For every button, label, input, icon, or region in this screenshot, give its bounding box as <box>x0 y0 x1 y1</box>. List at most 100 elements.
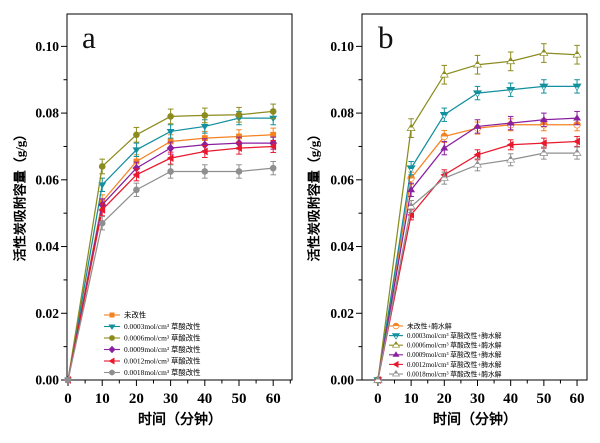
axes-ticks <box>61 45 291 386</box>
marker-circle <box>167 113 174 120</box>
legend-item: 0.0018mol/cm³ 草酸改性+酶水解 <box>389 369 502 378</box>
marker-triangle-left <box>506 140 514 149</box>
legend-item: 0.0003mol/cm³ 草酸改性 <box>104 322 201 331</box>
marker-square <box>201 135 208 142</box>
marker-square <box>236 133 242 140</box>
marker-square <box>133 158 140 165</box>
marker-square <box>109 312 115 318</box>
marker-circle <box>440 132 448 141</box>
series-5 <box>373 146 582 383</box>
marker-circle <box>98 219 106 227</box>
tick-label: 60 <box>570 391 585 407</box>
tick-label: 0.02 <box>330 306 354 321</box>
legend-label: 0.0003mol/cm³ 草酸改性+酶水解 <box>407 331 502 340</box>
marker-triangle-down <box>439 112 449 120</box>
tick-label: 20 <box>437 391 452 407</box>
marker-triangle-up <box>573 114 581 121</box>
marker-triangle-up <box>472 60 483 68</box>
marker-triangle-up <box>406 201 416 210</box>
marker-triangle-left <box>539 139 547 148</box>
marker-triangle-up <box>506 56 516 65</box>
marker-triangle-up <box>406 123 416 131</box>
series-5 <box>64 160 277 384</box>
legend-item: 未改性+酶水解 <box>389 321 452 330</box>
marker-triangle-up <box>407 185 416 193</box>
marker-circle <box>201 112 209 119</box>
tick-label: 60 <box>266 391 281 407</box>
marker-diamond <box>132 163 141 173</box>
legend-label: 0.0018mol/cm³ 草酸改性+酶水解 <box>407 369 502 378</box>
marker-circle <box>133 186 140 194</box>
tick-label: 0.06 <box>330 172 354 187</box>
tick-label: 50 <box>231 391 246 407</box>
marker-triangle-down <box>506 86 516 95</box>
marker-triangle-left <box>108 357 115 365</box>
marker-triangle-left <box>98 205 106 214</box>
legend-label: 0.0009mol/cm³ 草酸改性+酶水解 <box>407 350 502 359</box>
legend-item: 0.0006mol/cm³ 草酸改性+酶水解 <box>389 341 502 350</box>
tick-label: 0 <box>64 391 72 407</box>
tick-label: 10 <box>404 391 419 407</box>
marker-triangle-up <box>539 115 548 123</box>
panel-b: 0 10 20 30 40 50 60 0.00 0.02 0.04 0.06 0.08 0.10 未改性… <box>330 13 588 407</box>
tick-label: 0.04 <box>330 239 354 254</box>
legend-label: 0.0012mol/cm³ 草酸改性+酶水解 <box>407 360 502 369</box>
legend: 未改性 0.0003mol/cm³ 草酸改性 0.0006mol/cm³ 草酸改性 0… <box>104 310 201 377</box>
tick-label: 40 <box>503 391 518 407</box>
marker-diamond <box>166 143 175 153</box>
marker-triangle-left <box>200 147 208 156</box>
tick-label: 0.02 <box>35 306 59 321</box>
plot-frame <box>66 13 293 381</box>
legend-label: 0.0009mol/cm³ 草酸改性 <box>124 345 201 354</box>
marker-triangle-up <box>439 173 449 181</box>
marker-circle <box>201 168 209 175</box>
tick-label: 20 <box>129 391 144 407</box>
marker-diamond <box>108 345 116 354</box>
marker-triangle-up <box>572 148 582 156</box>
marker-triangle-up <box>506 155 516 163</box>
panel-b-yaxis-title: 活性炭吸附容量（g/g） <box>306 127 322 262</box>
legend-label: 0.0018mol/cm³ 草酸改性 <box>124 368 201 377</box>
panel-a: 0 10 20 30 40 50 60 0.00 0.02 0.04 0.06 0.08 0.10 未改性… <box>35 13 293 407</box>
marker-circle <box>392 322 400 330</box>
marker-triangle-up <box>506 119 515 126</box>
tick-label: 0.10 <box>330 39 354 54</box>
marker-triangle-down <box>132 147 141 154</box>
series-3 <box>374 110 581 383</box>
marker-triangle-down <box>406 165 416 173</box>
marker-triangle-up <box>373 375 383 383</box>
legend-label: 0.0006mol/cm³ 草酸改性 <box>124 333 201 342</box>
marker-diamond <box>200 140 209 149</box>
error-bars <box>408 118 580 185</box>
legend-item: 未改性 <box>104 310 146 319</box>
marker-triangle-down <box>472 90 483 98</box>
legend-item: 0.0018mol/cm³ 草酸改性 <box>104 368 201 377</box>
legend-item: 0.0006mol/cm³ 草酸改性 <box>104 333 201 342</box>
legend-item: 0.0009mol/cm³ 草酸改性+酶水解 <box>389 350 502 359</box>
legend-label: 0.0012mol/cm³ 草酸改性 <box>124 356 201 365</box>
panel-a-yaxis-title: 活性炭吸附容量（g/g） <box>12 127 28 262</box>
error-bars <box>99 103 276 175</box>
marker-triangle-up <box>440 144 449 151</box>
panel-a-xaxis-title: 时间（分钟） <box>138 413 222 428</box>
marker-circle <box>269 164 277 172</box>
legend-label: 0.0006mol/cm³ 草酸改性+酶水解 <box>407 341 502 350</box>
marker-triangle-up <box>391 341 401 348</box>
marker-circle <box>133 131 140 139</box>
marker-triangle-up <box>473 122 482 129</box>
panel-b-xaxis-title: 时间（分钟） <box>433 413 517 428</box>
tick-label: 0.00 <box>35 373 59 388</box>
legend-label: 0.0003mol/cm³ 草酸改性 <box>124 322 201 331</box>
marker-circle <box>235 111 243 119</box>
legend-item: 0.0012mol/cm³ 草酸改性+酶水解 <box>389 360 502 369</box>
marker-circle <box>109 369 115 376</box>
tick-label: 40 <box>197 391 212 407</box>
tick-label: 0.08 <box>35 106 59 121</box>
marker-triangle-down <box>572 83 582 91</box>
marker-triangle-up <box>439 70 449 78</box>
marker-triangle-left <box>132 170 140 179</box>
tick-label: 30 <box>470 391 485 407</box>
